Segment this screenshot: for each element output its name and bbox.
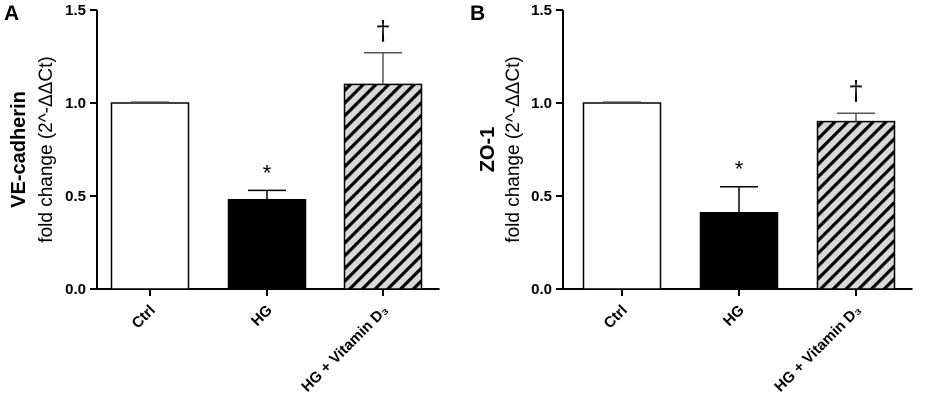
y-tick-label: 0.5	[531, 188, 552, 205]
chart-panel-b: B 0.0 0.5 1.0 1.5 ZO-1 fold change (2^-ΔΔCt) Ct…	[470, 2, 913, 395]
x-tick-label: Ctrl	[129, 302, 159, 332]
y-axis-title: ZO-1	[477, 127, 499, 173]
panel-letter: A	[4, 2, 19, 25]
x-tick-label: HG	[720, 302, 748, 330]
x-tick-label: HG + Vitamin D₃	[771, 302, 865, 396]
chart-panel-a: A 0.0 0.5 1.0 1.5 VE-cadherin fold change (2^-…	[4, 2, 440, 395]
x-tick-label: Ctrl	[601, 302, 631, 332]
y-tick-label: 0.5	[65, 188, 86, 205]
y-tick-label: 0.0	[65, 281, 86, 298]
bar-1	[110, 102, 190, 290]
bar-3	[343, 83, 423, 290]
y-axis-label: fold change (2^-ΔΔCt)	[36, 56, 57, 242]
y-axis-title: VE-cadherin	[8, 91, 30, 208]
y-tick-label: 1.5	[65, 2, 86, 19]
bar-3	[816, 120, 896, 290]
y-tick-label: 1.5	[531, 2, 552, 19]
y-tick-label: 1.0	[65, 95, 86, 112]
x-tick-label: HG + Vitamin D₃	[298, 302, 392, 396]
significance-dagger: †	[377, 16, 390, 46]
significance-dagger: †	[850, 76, 863, 106]
significance-star: *	[263, 160, 272, 185]
bar-2	[699, 211, 779, 290]
x-tick-label: HG	[248, 302, 276, 330]
y-tick-label: 1.0	[531, 95, 552, 112]
panel-letter: B	[470, 2, 485, 25]
y-tick-label: 0.0	[531, 281, 552, 298]
bar-2	[227, 198, 307, 290]
bar-1	[582, 102, 662, 290]
significance-star: *	[735, 157, 744, 182]
y-axis-label: fold change (2^-ΔΔCt)	[503, 56, 524, 242]
